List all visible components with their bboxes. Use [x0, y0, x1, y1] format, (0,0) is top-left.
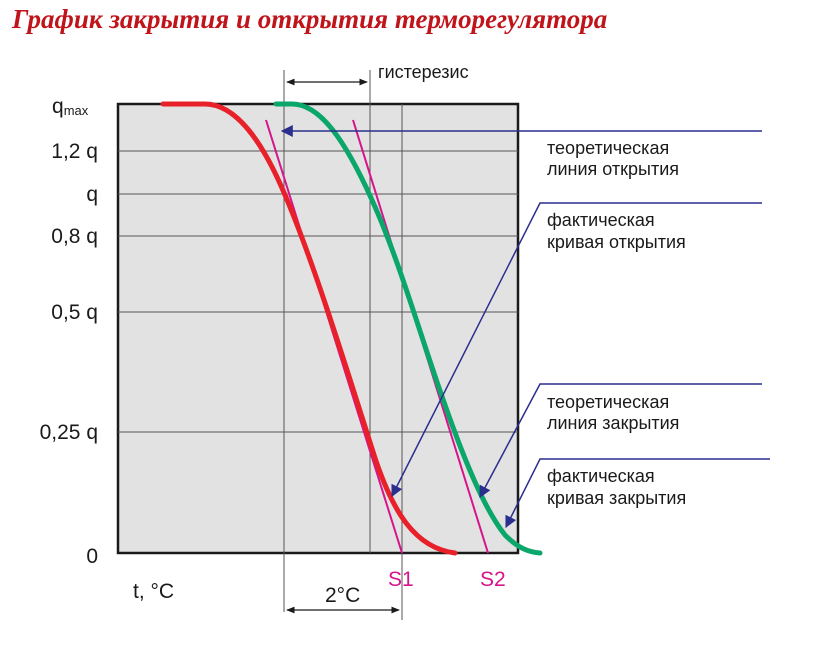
- y-tick-q: q: [86, 183, 98, 206]
- annotation-actual-opening-line2: кривая открытия: [547, 232, 686, 252]
- annotation-theoretical-closing-line2: линия закрытия: [547, 413, 679, 433]
- y-tick-qmax: qmax: [52, 95, 89, 118]
- annotation-actual-opening-line1: фактическая: [547, 210, 655, 230]
- actual-opening-curve: [160, 101, 458, 556]
- annotation-theoretical-opening-line2: линия открытия: [547, 159, 679, 179]
- annotation-theoretical-closing-line1: теоретическая: [547, 392, 669, 412]
- horizontal-gridlines: [118, 150, 518, 433]
- y-tick-0-5q: 0,5 q: [51, 301, 98, 324]
- arrow-actual-opening: [391, 202, 762, 498]
- y-tick-0: 0: [86, 545, 98, 568]
- plot-area: [116, 102, 520, 555]
- arrow-actual-closing: [505, 458, 770, 529]
- y-tick-1-2q: 1,2 q: [51, 140, 98, 163]
- x-axis-label: t, °C: [133, 580, 174, 603]
- annotation-actual-closing-line1: фактическая: [547, 466, 655, 486]
- arrow-theoretical-closing: [479, 383, 762, 499]
- annotation-theoretical-opening-line1: теоретическая: [547, 138, 669, 158]
- marker-s1: S1: [388, 568, 414, 591]
- marker-s2: S2: [480, 568, 506, 591]
- vertical-gridlines: [283, 70, 403, 620]
- actual-closing-curve: [273, 101, 543, 556]
- interval-label: 2°C: [325, 584, 360, 607]
- annotation-actual-closing-line2: кривая закрытия: [547, 488, 686, 508]
- hysteresis-label: гистерезис: [378, 62, 469, 82]
- y-tick-0-8q: 0,8 q: [51, 225, 98, 248]
- chart-title: График закрытия и открытия терморегулято…: [11, 4, 607, 34]
- y-tick-0-25q: 0,25 q: [40, 421, 98, 444]
